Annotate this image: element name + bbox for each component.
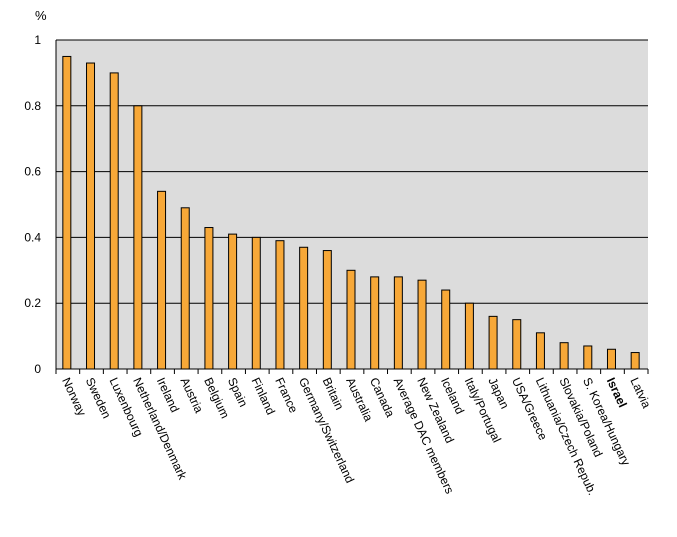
x-tick-label: Spain	[225, 375, 251, 409]
bar-australia	[346, 269, 356, 370]
y-tick-label: 0.8	[24, 99, 41, 113]
bar-france	[275, 240, 285, 370]
bar-lithuania-czech-repub-	[535, 332, 545, 370]
bar-germany-switzerland	[299, 246, 309, 370]
x-tick-label: Israel	[604, 375, 630, 409]
bar-israel	[606, 348, 616, 370]
bar-netherland-denmark	[133, 105, 143, 370]
bar-austria	[180, 207, 190, 370]
bar-canada	[370, 276, 380, 370]
bar-italy-portugal	[464, 302, 474, 370]
bar-average-dac-members	[393, 276, 403, 370]
y-tick-label: 0.4	[24, 230, 41, 244]
bar-ireland	[157, 190, 167, 370]
bar-usa-greece	[512, 319, 522, 370]
bar-britain	[322, 250, 332, 370]
bar-japan	[488, 315, 498, 370]
bar-s-korea-hungary	[583, 345, 593, 370]
bar-iceland	[441, 289, 451, 370]
bar-belgium	[204, 227, 214, 370]
bar-slovakia-poland	[559, 342, 569, 370]
bar-sweden	[86, 62, 96, 370]
bar-luxenbourg	[109, 72, 119, 370]
bar-latvia	[630, 352, 640, 370]
y-tick-label: 0.2	[24, 296, 41, 310]
bar-finland	[251, 236, 261, 370]
y-tick-label: 1	[34, 33, 41, 47]
x-tick-label: Latvia	[627, 375, 653, 410]
bar-spain	[228, 233, 238, 370]
y-axis-unit-label: %	[35, 8, 47, 23]
bar-new-zealand	[417, 279, 427, 370]
y-tick-label: 0.6	[24, 165, 41, 179]
bar-norway	[62, 55, 72, 370]
y-tick-label: 0	[34, 362, 41, 376]
